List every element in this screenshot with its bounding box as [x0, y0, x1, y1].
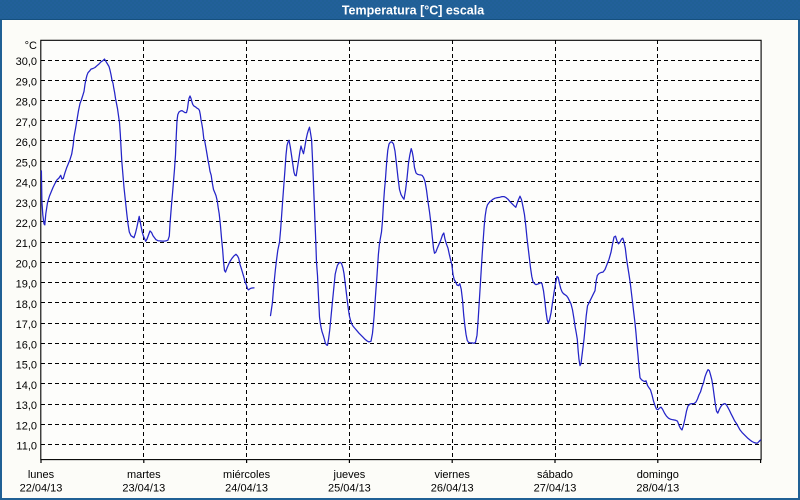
- svg-text:viernes: viernes: [434, 469, 470, 481]
- svg-text:30,0: 30,0: [16, 56, 37, 68]
- svg-text:martes: martes: [127, 469, 161, 481]
- svg-text:19,0: 19,0: [16, 279, 37, 291]
- svg-text:23,0: 23,0: [16, 198, 37, 210]
- svg-text:22/04/13: 22/04/13: [20, 483, 63, 495]
- svg-text:24/04/13: 24/04/13: [225, 483, 268, 495]
- svg-text:22,0: 22,0: [16, 218, 37, 230]
- svg-text:20,0: 20,0: [16, 258, 37, 270]
- svg-text:lunes: lunes: [28, 469, 55, 481]
- svg-text:17,0: 17,0: [16, 319, 37, 331]
- svg-text:sábado: sábado: [537, 469, 573, 481]
- svg-text:27,0: 27,0: [16, 117, 37, 129]
- svg-text:18,0: 18,0: [16, 299, 37, 311]
- svg-text:26,0: 26,0: [16, 137, 37, 149]
- svg-text:21,0: 21,0: [16, 238, 37, 250]
- svg-text:domingo: domingo: [637, 469, 679, 481]
- svg-text:23/04/13: 23/04/13: [122, 483, 165, 495]
- svg-text:Temperatura [°C] escala: Temperatura [°C] escala: [342, 4, 485, 18]
- svg-text:25,0: 25,0: [16, 157, 37, 169]
- svg-text:11,0: 11,0: [16, 441, 37, 453]
- svg-text:27/04/13: 27/04/13: [534, 483, 577, 495]
- svg-text:°C: °C: [25, 40, 37, 52]
- svg-text:25/04/13: 25/04/13: [328, 483, 371, 495]
- svg-text:15,0: 15,0: [16, 360, 37, 372]
- svg-text:miércoles: miércoles: [223, 469, 271, 481]
- svg-text:16,0: 16,0: [16, 339, 37, 351]
- svg-text:24,0: 24,0: [16, 178, 37, 190]
- svg-text:29,0: 29,0: [16, 76, 37, 88]
- svg-text:jueves: jueves: [333, 469, 366, 481]
- svg-text:14,0: 14,0: [16, 380, 37, 392]
- svg-text:26/04/13: 26/04/13: [431, 483, 474, 495]
- svg-text:28/04/13: 28/04/13: [636, 483, 679, 495]
- svg-text:13,0: 13,0: [16, 400, 37, 412]
- svg-text:28,0: 28,0: [16, 97, 37, 109]
- svg-text:12,0: 12,0: [16, 420, 37, 432]
